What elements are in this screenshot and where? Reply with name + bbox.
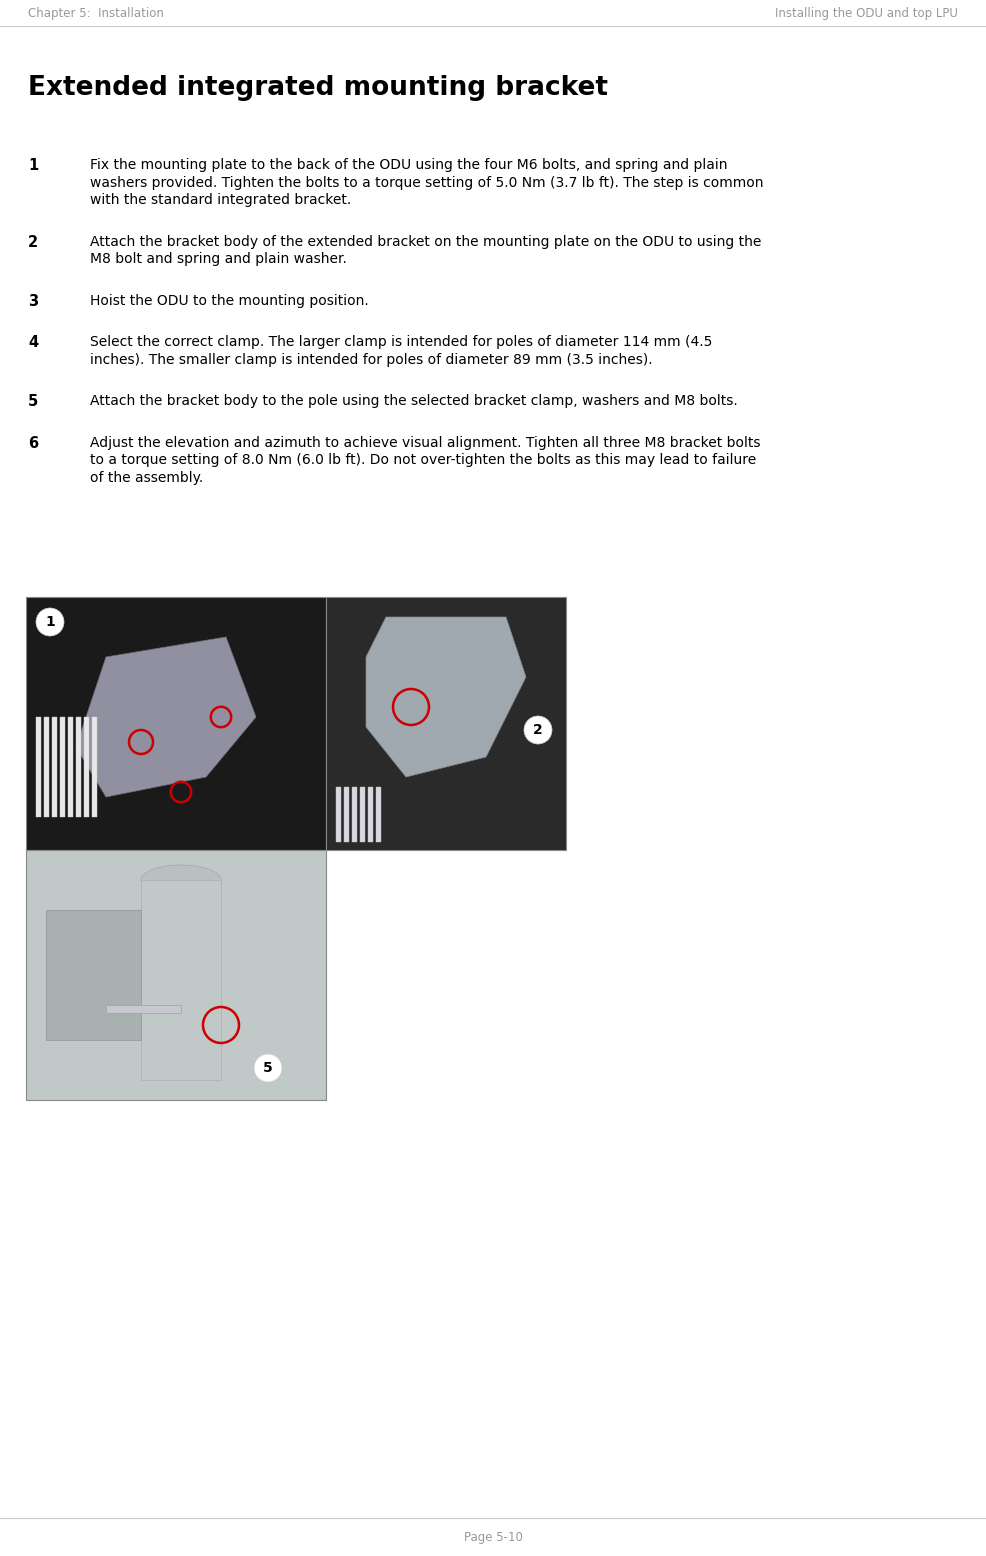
Text: Chapter 5:  Installation: Chapter 5: Installation [28, 6, 164, 20]
Text: 6: 6 [28, 436, 38, 451]
Bar [76, 717, 81, 817]
Bar [92, 717, 97, 817]
Text: M8 bolt and spring and plain washer.: M8 bolt and spring and plain washer. [90, 252, 347, 266]
Text: Installing the ODU and top LPU: Installing the ODU and top LPU [775, 6, 958, 20]
Text: Hoist the ODU to the mounting position.: Hoist the ODU to the mounting position. [90, 294, 369, 308]
Bar [376, 787, 381, 842]
Bar [36, 717, 41, 817]
Circle shape [524, 716, 552, 744]
Text: 3: 3 [28, 294, 38, 308]
Text: to a torque setting of 8.0 Nm (6.0 lb ft). Do not over-tighten the bolts as this: to a torque setting of 8.0 Nm (6.0 lb ft… [90, 453, 756, 467]
Text: 1: 1 [45, 615, 55, 629]
Polygon shape [366, 618, 526, 776]
Bar [141, 881, 221, 1080]
Bar [360, 787, 365, 842]
Polygon shape [76, 636, 256, 797]
Bar [26, 598, 326, 850]
Circle shape [254, 1053, 282, 1081]
Bar [68, 717, 73, 817]
Text: 2: 2 [28, 235, 38, 249]
Bar [344, 787, 349, 842]
Text: 5: 5 [28, 394, 38, 409]
Bar [336, 787, 341, 842]
Text: inches). The smaller clamp is intended for poles of diameter 89 mm (3.5 inches).: inches). The smaller clamp is intended f… [90, 353, 653, 367]
Text: of the assembly.: of the assembly. [90, 470, 203, 484]
Ellipse shape [141, 865, 221, 895]
Text: Attach the bracket body of the extended bracket on the mounting plate on the ODU: Attach the bracket body of the extended … [90, 235, 761, 249]
Bar [44, 717, 49, 817]
Bar [326, 598, 566, 850]
Bar [26, 850, 326, 1100]
Bar [368, 787, 373, 842]
Text: Adjust the elevation and azimuth to achieve visual alignment. Tighten all three : Adjust the elevation and azimuth to achi… [90, 436, 760, 450]
Text: 1: 1 [28, 159, 38, 173]
Text: Fix the mounting plate to the back of the ODU using the four M6 bolts, and sprin: Fix the mounting plate to the back of th… [90, 159, 728, 173]
Bar [352, 787, 357, 842]
Text: 2: 2 [533, 724, 543, 738]
Text: 5: 5 [263, 1061, 273, 1075]
Text: Attach the bracket body to the pole using the selected bracket clamp, washers an: Attach the bracket body to the pole usin… [90, 394, 738, 408]
Text: Extended integrated mounting bracket: Extended integrated mounting bracket [28, 75, 608, 101]
Bar [52, 717, 57, 817]
Bar [84, 717, 89, 817]
Bar [106, 1005, 181, 1013]
Bar [60, 717, 65, 817]
Bar [46, 910, 141, 1039]
Text: washers provided. Tighten the bolts to a torque setting of 5.0 Nm (3.7 lb ft). T: washers provided. Tighten the bolts to a… [90, 176, 763, 190]
Text: Select the correct clamp. The larger clamp is intended for poles of diameter 114: Select the correct clamp. The larger cla… [90, 335, 712, 349]
Text: Page 5-10: Page 5-10 [463, 1531, 523, 1545]
Text: 4: 4 [28, 335, 38, 350]
Circle shape [36, 608, 64, 636]
Text: with the standard integrated bracket.: with the standard integrated bracket. [90, 193, 351, 207]
